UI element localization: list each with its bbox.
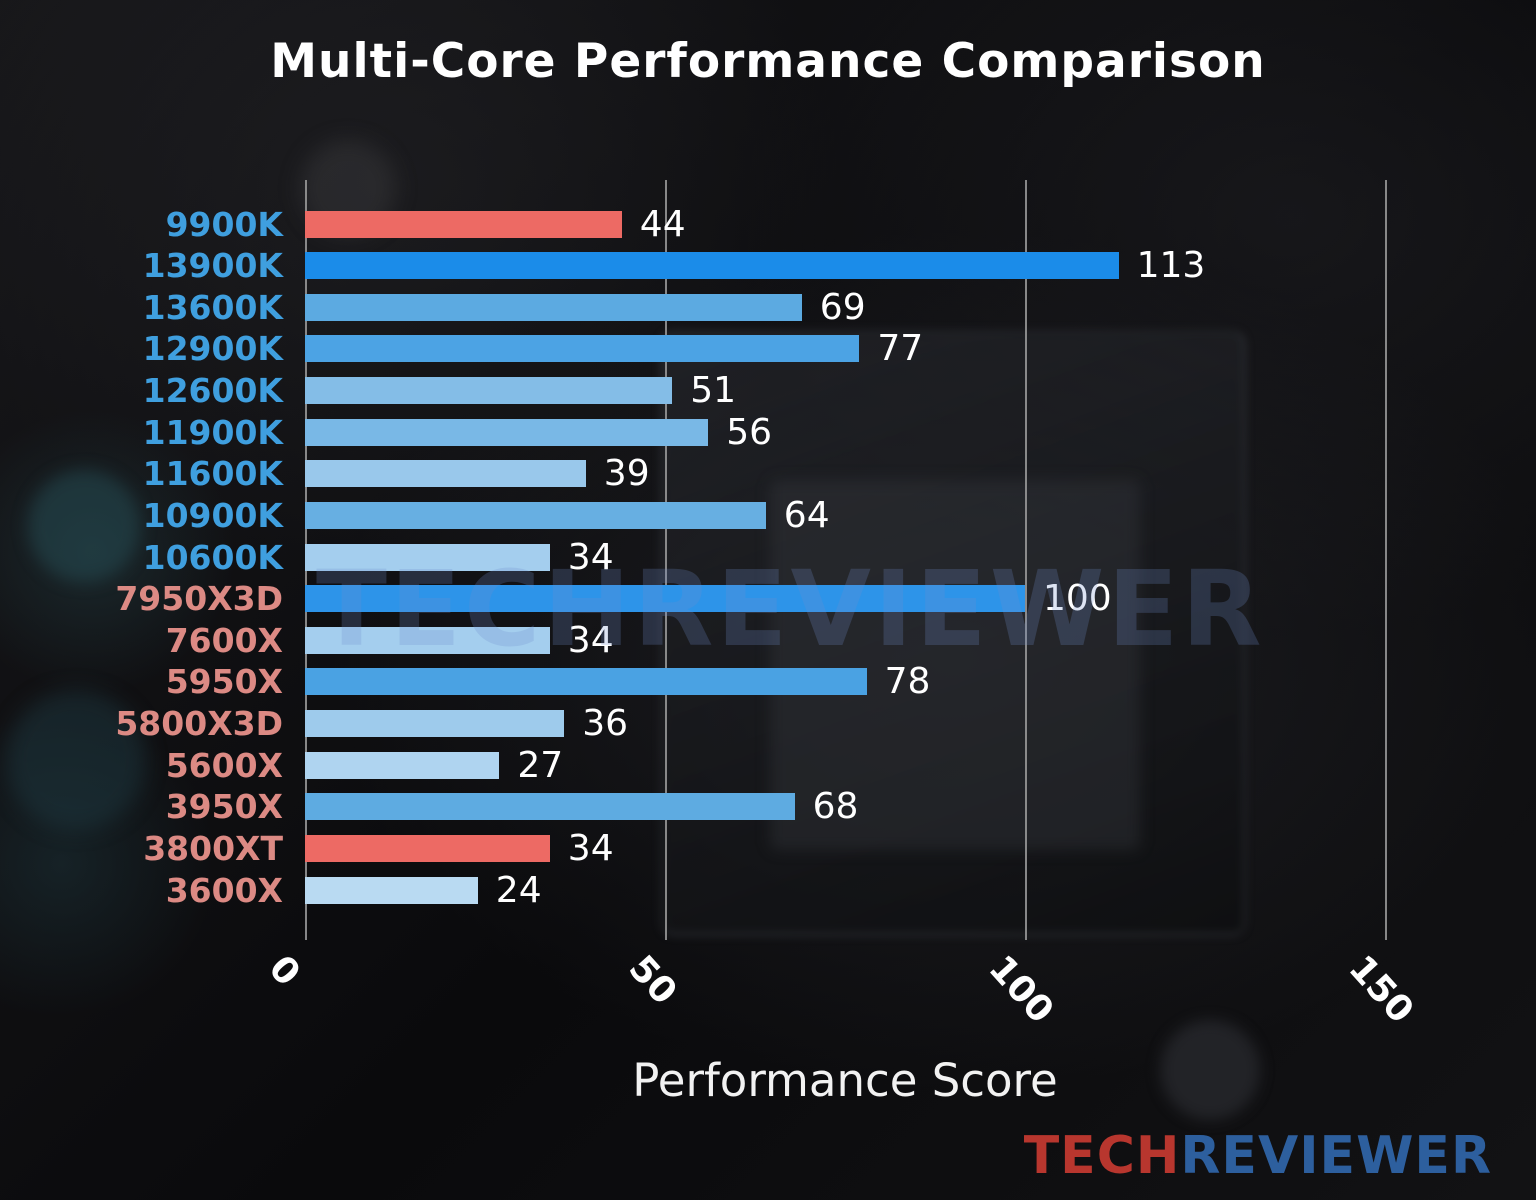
chart-row: 7600X 34: [166, 619, 1385, 661]
category-label: 12900K: [142, 329, 283, 369]
category-label: 11600K: [142, 454, 283, 494]
chart-title: Multi-Core Performance Comparison: [270, 34, 1266, 89]
value-label: 24: [495, 869, 542, 911]
value-label: 39: [603, 453, 650, 495]
chart-row: 13600K 69: [143, 286, 1385, 328]
plot-area: 9900K 44 13900K 113 13600K 69 12900K 77 12600K 51…: [115, 180, 1387, 940]
value-label: 56: [726, 411, 772, 453]
value-label: 113: [1136, 245, 1206, 287]
value-label: 34: [567, 619, 614, 661]
category-label: 3800XT: [143, 828, 283, 868]
value-label: 78: [884, 661, 931, 703]
category-label: 10900K: [142, 495, 283, 535]
x-tick-label: 150: [1340, 948, 1422, 1032]
chart-row: 9900K 44: [166, 203, 1385, 245]
category-label: 5600X: [165, 745, 283, 785]
category-label: 13600K: [142, 287, 283, 327]
category-label: 7600X: [165, 620, 283, 660]
gridline: [1025, 180, 1027, 940]
brand-logo-tech: TECH: [1023, 1126, 1181, 1186]
chart-row: 5950X 78: [166, 661, 1385, 703]
value-label: 64: [783, 494, 830, 536]
value-label: 36: [582, 703, 628, 744]
category-label: 5950X: [165, 662, 283, 702]
category-label: 3950X: [165, 787, 283, 827]
chart-row: 7950X3D 100: [115, 578, 1385, 620]
value-label: 44: [639, 203, 686, 245]
chart-row: 5800X3D 36: [115, 703, 1385, 744]
gridline: [665, 180, 667, 940]
bar: [305, 585, 1025, 613]
bar-rows: 9900K 44 13900K 113 13600K 69 12900K 77 12600K 51…: [115, 203, 1385, 911]
bar: [305, 626, 550, 654]
x-tick-label: 0: [260, 948, 308, 995]
value-label: 69: [819, 286, 866, 328]
value-label: 34: [567, 536, 614, 578]
x-tick-label: 50: [620, 948, 685, 1013]
category-label: 3600X: [165, 870, 283, 910]
chart-row: 5600X 27: [166, 744, 1385, 786]
chart-row: 3800XT 34: [143, 827, 1385, 869]
value-label: 77: [877, 328, 924, 370]
bar: [305, 793, 795, 821]
bar: [305, 335, 860, 363]
chart-row: 10900K 64: [143, 494, 1385, 536]
x-axis-label: Performance Score: [632, 1054, 1058, 1107]
category-label: 13900K: [142, 246, 283, 286]
category-label: 9900K: [165, 204, 283, 244]
x-axis-ticks: 0 50 100 150: [0, 948, 1536, 1058]
bar: [305, 460, 586, 488]
chart-row: 13900K 113: [143, 245, 1385, 287]
gridline: [1385, 180, 1387, 940]
category-label: 11900K: [142, 412, 283, 452]
x-tick-label: 100: [980, 948, 1062, 1032]
value-label: 51: [690, 370, 736, 411]
bar: [305, 418, 709, 446]
category-label: 12600K: [142, 371, 283, 410]
chart-row: 12600K 51: [143, 370, 1385, 411]
chart-row: 3600X 24: [166, 869, 1385, 911]
bar: [305, 377, 673, 404]
bar: [305, 710, 565, 737]
bar: [305, 293, 802, 321]
category-label: 5800X3D: [115, 704, 283, 743]
chart-row: 11600K 39: [143, 453, 1385, 495]
value-label: 34: [567, 827, 614, 869]
bar: [305, 751, 500, 779]
bar: [305, 876, 478, 904]
bar: [305, 543, 550, 571]
value-label: 68: [812, 786, 859, 828]
chart-row: 10600K 34: [143, 536, 1385, 578]
bar: [305, 834, 550, 862]
value-label: 100: [1043, 578, 1112, 620]
bar: [305, 668, 867, 696]
value-label: 27: [517, 744, 564, 786]
brand-logo: TECHREVIEWER: [1024, 1126, 1492, 1186]
chart-row: 12900K 77: [143, 328, 1385, 370]
bar: [305, 252, 1119, 280]
category-label: 10600K: [142, 537, 283, 577]
bar: [305, 210, 622, 238]
bar: [305, 501, 766, 529]
category-label: 7950X3D: [115, 579, 283, 619]
brand-logo-reviewer: REVIEWER: [1180, 1126, 1492, 1186]
chart-row: 3950X 68: [166, 786, 1385, 828]
chart-row: 11900K 56: [143, 411, 1385, 453]
